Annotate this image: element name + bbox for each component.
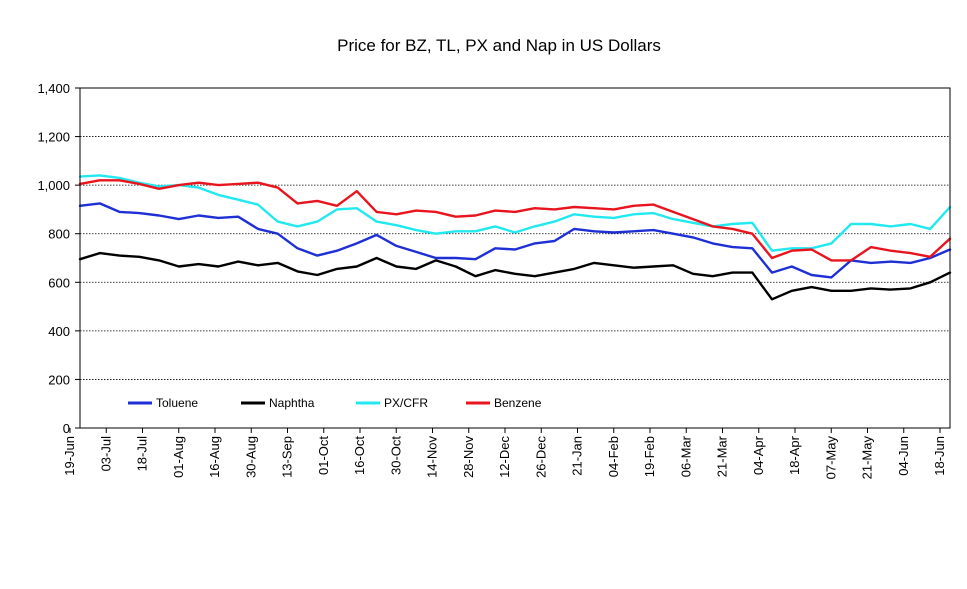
series-lines [78,174,952,301]
x-tick-label: 18-Apr [787,435,802,475]
x-tick-label: 16-Aug [207,436,222,478]
x-tick-label: 28-Nov [461,436,476,478]
x-tick-label: 30-Oct [388,436,403,475]
y-tick-label: 1,200 [37,130,70,145]
x-tick-label: 21-Jan [570,436,585,476]
chart-title: Price for BZ, TL, PX and Nap in US Dolla… [337,36,661,55]
y-tick-label: 400 [48,324,70,339]
y-tick-label: 600 [48,275,70,290]
x-tick-label: 01-Oct [316,436,331,475]
legend-label-toluene: Toluene [156,396,198,410]
gridlines [69,87,950,433]
x-tick-label: 01-Aug [171,436,186,478]
x-tick-label: 18-Jul [135,436,150,472]
x-tick-label: 13-Sep [280,436,295,478]
x-tick-label: 19-Jun [62,436,77,476]
legend-label-naphtha: Naphtha [269,396,315,410]
legend: Toluene Naphtha PX/CFR Benzene [128,396,542,410]
x-tick-label: 19-Feb [642,436,657,477]
series-line-naphtha [78,251,952,301]
series-line-toluene [78,202,952,279]
y-tick-label: 1,000 [37,178,70,193]
y-tick-label: 800 [48,227,70,242]
x-tick-label: 04-Feb [606,436,621,477]
series-line-benzene [78,179,952,262]
y-axis-tick-labels: 0 200 400 600 800 1,000 1,200 1,400 [37,81,70,436]
x-tick-label: 03-Jul [98,436,113,472]
x-tick-label: 30-Aug [243,436,258,478]
x-tick-label: 26-Dec [533,436,548,478]
x-tick-label: 07-May [823,436,838,480]
x-tick-label: 04-Apr [751,435,766,475]
plot-area-border [79,87,951,429]
legend-label-benzene: Benzene [494,396,542,410]
x-tick-label: 12-Dec [497,436,512,478]
series-line-px-cfr [78,174,952,252]
y-tick-label: 0 [63,421,70,436]
legend-label-px-cfr: PX/CFR [384,396,428,410]
x-tick-label: 16-Oct [352,436,367,475]
x-tick-label: 06-Mar [678,435,693,477]
axes [79,87,951,429]
y-tick-label: 200 [48,372,70,387]
x-tick-label: 21-Mar [715,435,730,477]
x-tick-label: 04-Jun [896,436,911,476]
x-tick-label: 18-Jun [932,436,947,476]
x-tick-label: 14-Nov [425,436,440,478]
y-tick-label: 1,400 [37,81,70,96]
x-tick-label: 21-May [860,436,875,480]
x-axis-tick-labels: 19-Jun 03-Jul 18-Jul 01-Aug 16-Aug 30-Aug 13-S… [62,435,947,479]
